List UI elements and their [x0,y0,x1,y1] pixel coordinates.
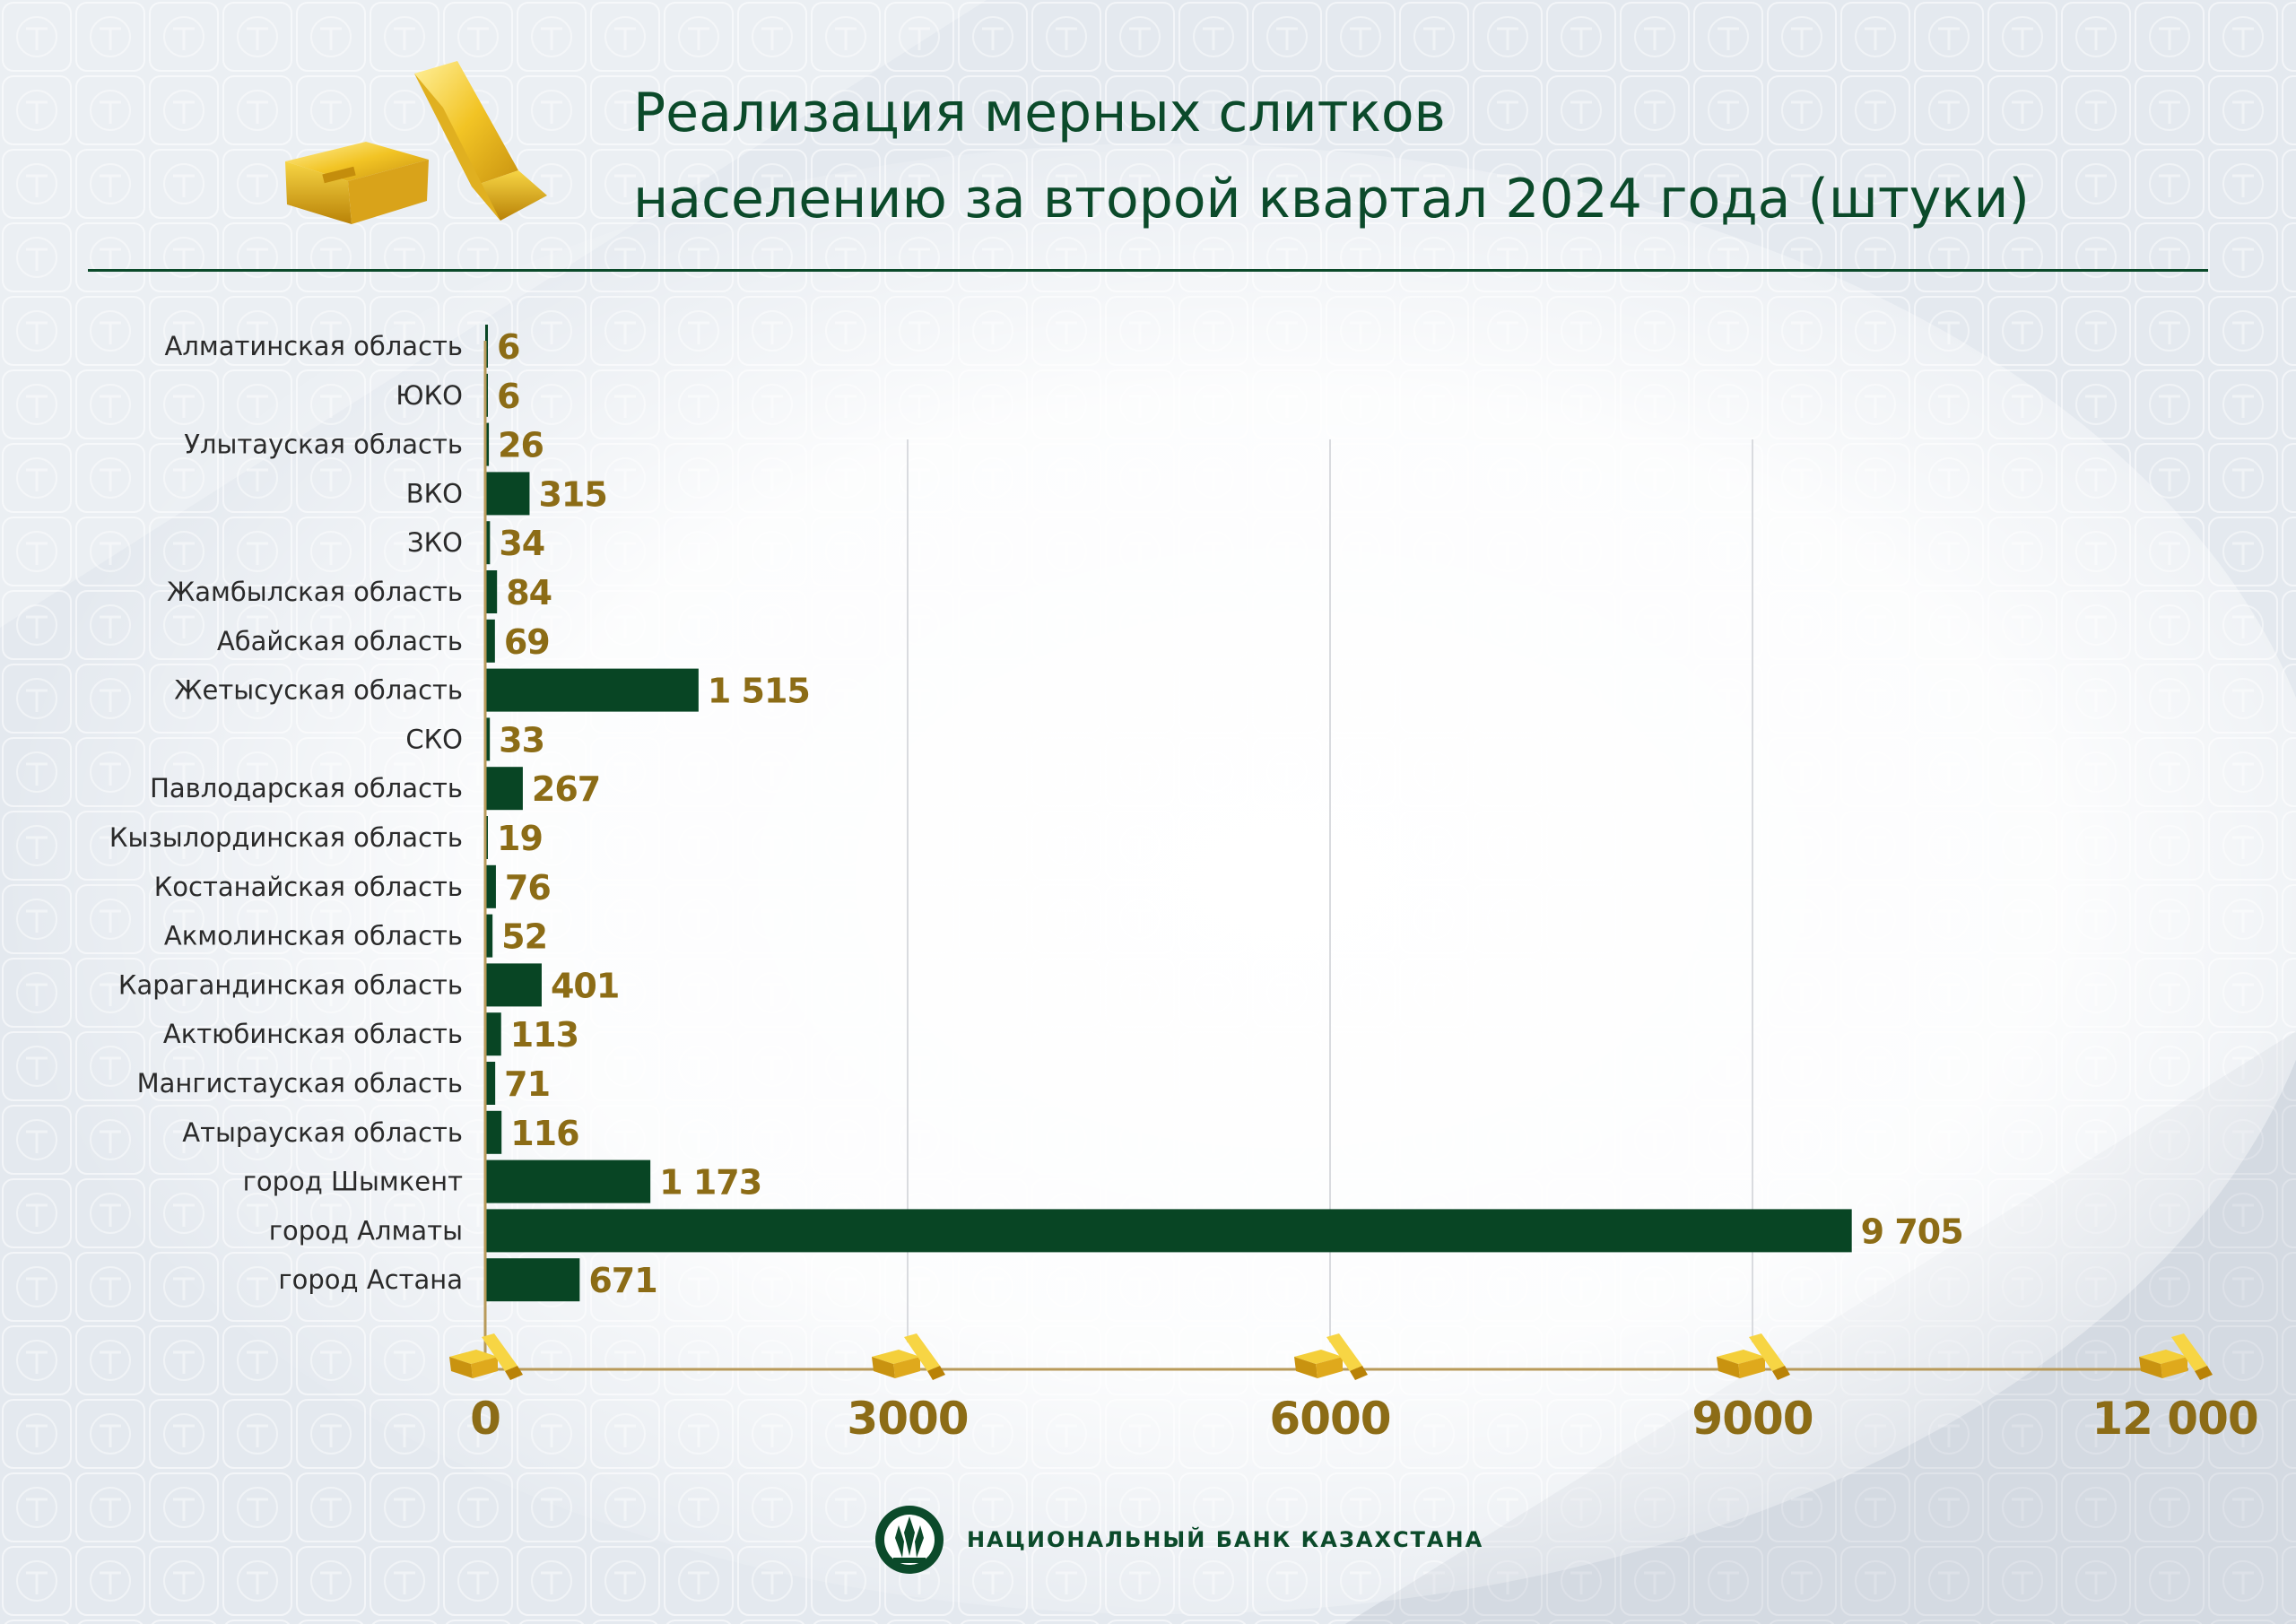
bar [485,717,491,761]
value-label: 1 515 [708,672,810,711]
gold-bar-icon [2139,1333,2213,1380]
bar [485,1159,651,1203]
value-label: 9 705 [1861,1211,1963,1251]
bar [485,767,523,811]
x-tick-label: 0 [470,1393,500,1445]
bar [485,472,530,516]
bar [485,963,542,1007]
value-label: 84 [506,573,552,612]
value-label: 671 [588,1261,657,1300]
gold-bar-icon [449,1333,523,1380]
bar [485,1209,1852,1253]
chart-gridlines [907,439,1753,1342]
chart-bars [485,325,1852,1302]
value-label: 26 [498,426,544,465]
gold-bar-icon [1294,1333,1368,1380]
bar [485,619,495,663]
category-label: город Астана [278,1264,463,1295]
value-label: 19 [497,819,543,858]
category-label: Абайская область [217,626,463,656]
value-label: 267 [532,769,600,809]
category-label: СКО [405,724,463,754]
bar [485,1258,580,1302]
category-label: Улытауская область [184,430,463,460]
category-label: Кызылординская область [109,822,463,853]
bar-chart: Алматинская область 6 ЮКО 6 Улытауская облас… [109,325,2259,1445]
category-label: город Шымкент [243,1167,464,1197]
gold-bars-icon [285,61,547,224]
category-label: Мангистауская область [137,1068,463,1099]
category-label: ЗКО [407,527,463,558]
category-label: Карагандинская область [118,969,463,1000]
gold-bar-icon [1717,1333,1790,1380]
value-label: 34 [499,524,544,563]
value-label: 116 [510,1114,578,1153]
bar [485,864,496,908]
category-label: Костанайская область [154,872,463,902]
value-label: 1 173 [659,1163,761,1203]
bar [485,570,498,613]
x-tick-label: 6000 [1269,1393,1390,1445]
chart-title-line-1: Реализация мерных слитков [633,82,1446,144]
value-label: 315 [538,474,606,514]
x-axis: 0 3000 6000 9000 12 000 [449,341,2259,1445]
footer: НАЦИОНАЛЬНЫЙ БАНК КАЗАХСТАНА [872,1499,1483,1580]
x-tick-label: 12 000 [2092,1393,2257,1445]
gold-bar-icon [872,1333,945,1380]
value-label: 76 [505,868,551,908]
category-label: ВКО [406,478,463,508]
category-label: Павлодарская область [150,773,463,803]
category-label: Жетысуская область [174,675,463,706]
category-label: город Алматы [269,1215,463,1246]
value-label: 71 [504,1064,550,1104]
x-tick-label: 3000 [847,1393,968,1445]
category-label: Акмолинская область [164,921,463,951]
chart-title-line-2: населению за второй квартал 2024 года (ш… [633,168,2030,230]
category-label: Алматинская область [165,331,463,361]
value-label: 33 [499,720,544,760]
bar [485,521,491,565]
bar [485,422,490,466]
title-divider [88,269,2208,272]
bank-name: НАЦИОНАЛЬНЫЙ БАНК КАЗАХСТАНА [967,1527,1484,1552]
x-tick-label: 9000 [1692,1393,1813,1445]
value-label: 113 [510,1015,578,1055]
bar [485,914,493,958]
national-bank-emblem-icon [875,1506,944,1574]
chart-title: Реализация мерных слитков населению за в… [633,70,2030,242]
category-label: Атырауская область [182,1117,463,1148]
category-label: Актюбинская область [163,1019,463,1049]
bar [485,668,699,712]
value-label: 401 [551,966,619,1005]
bar [485,1012,501,1056]
bar [485,1110,502,1154]
value-label: 6 [497,327,519,367]
value-label: 6 [497,377,519,416]
value-label: 69 [504,622,550,662]
value-label: 52 [501,917,547,957]
bar [485,1062,496,1105]
category-label: ЮКО [396,380,463,411]
chart-labels: Алматинская область 6 ЮКО 6 Улытауская облас… [109,327,1964,1300]
category-label: Жамбылская область [167,577,463,607]
